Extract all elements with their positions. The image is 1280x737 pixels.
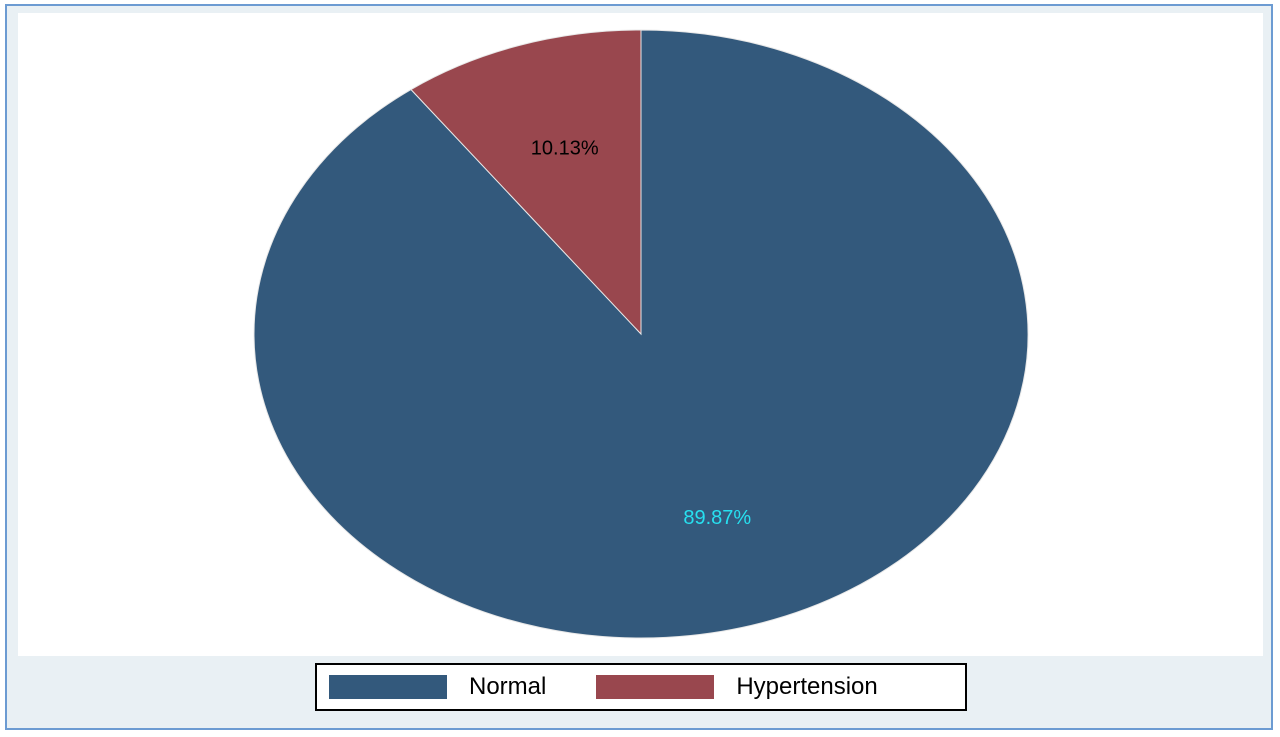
legend-swatch-hypertension xyxy=(596,675,715,699)
slice-label-hypertension: 10.13% xyxy=(531,137,599,159)
pie-labels: 89.87% 10.13% xyxy=(531,137,752,529)
pie-slices xyxy=(253,29,1029,639)
legend-swatch-normal xyxy=(329,675,447,699)
pie-slice-normal xyxy=(253,29,1029,639)
slice-label-normal: 89.87% xyxy=(683,507,751,529)
legend-item-normal: Normal xyxy=(329,673,546,701)
legend-label-hypertension: Hypertension xyxy=(736,673,878,700)
legend-label-normal: Normal xyxy=(469,673,547,700)
legend-item-hypertension: Hypertension xyxy=(596,673,878,701)
pie-slice-hypertension xyxy=(410,29,642,336)
legend: Normal Hypertension xyxy=(315,663,967,711)
